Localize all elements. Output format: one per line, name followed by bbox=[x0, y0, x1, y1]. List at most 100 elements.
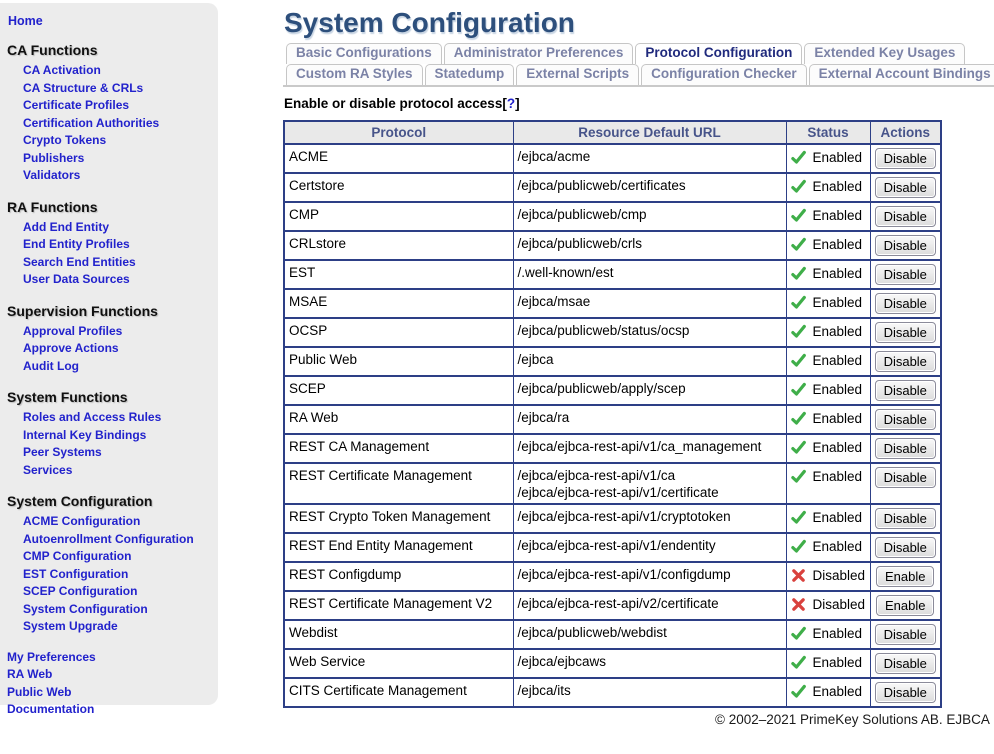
sidebar-item-ra-web[interactable]: RA Web bbox=[7, 667, 53, 681]
url-line: /ejbca/msae bbox=[517, 294, 591, 309]
status-label: Enabled bbox=[812, 266, 863, 281]
sidebar-item-crypto-tokens[interactable]: Crypto Tokens bbox=[23, 133, 107, 147]
sidebar-item-search-end-entities[interactable]: Search End Entities bbox=[23, 254, 136, 269]
sidebar-item-services[interactable]: Services bbox=[23, 462, 73, 477]
sidebar-item-ca-activation[interactable]: CA Activation bbox=[23, 63, 101, 77]
check-icon bbox=[790, 469, 806, 484]
tab-extended-key-usages[interactable]: Extended Key Usages bbox=[804, 43, 966, 64]
tab-protocol-configuration[interactable]: Protocol Configuration bbox=[635, 43, 803, 64]
sidebar: Home CA Functions CA Activation CA Structu… bbox=[0, 3, 218, 716]
disable-button-cmp[interactable]: Disable bbox=[874, 206, 936, 227]
check-icon bbox=[790, 684, 806, 699]
table-row-scep: SCEP/ejbca/publicweb/apply/scep Enabled Di… bbox=[283, 375, 942, 406]
sidebar-item-my-preferences[interactable]: My Preferences bbox=[7, 649, 96, 664]
disable-button-rest-ca-management[interactable]: Disable bbox=[874, 438, 936, 459]
sidebar-item-validators[interactable]: Validators bbox=[23, 168, 81, 182]
sidebar-item-audit-log[interactable]: Audit Log bbox=[23, 358, 79, 373]
tab-bar: Basic Configurations Administrator Prefer… bbox=[283, 43, 994, 87]
disable-button-cits-certificate-management[interactable]: Disable bbox=[874, 682, 936, 703]
status-enabled: Enabled bbox=[790, 682, 866, 700]
sidebar-item-acme-configuration[interactable]: ACME Configuration bbox=[23, 514, 141, 528]
sidebar-item-documentation[interactable]: Documentation bbox=[7, 702, 95, 716]
sidebar-item-ca-structure-crls[interactable]: CA Structure & CRLs bbox=[23, 80, 144, 95]
disable-button-rest-crypto-token-management[interactable]: Disable bbox=[874, 508, 936, 529]
sidebar-item-publishers[interactable]: Publishers bbox=[23, 150, 85, 165]
disable-button-msae[interactable]: Disable bbox=[874, 293, 936, 314]
protocol-table-body: ACME/ejbca/acme Enabled Disable Certstore/e… bbox=[283, 143, 942, 708]
tab-statedump[interactable]: Statedump bbox=[424, 64, 515, 85]
help-link[interactable]: ? bbox=[506, 96, 516, 111]
page-title: System Configuration bbox=[284, 7, 575, 38]
resource-url: /ejbca/acme bbox=[512, 143, 787, 174]
status-label: Enabled bbox=[812, 208, 863, 223]
disable-button-scep[interactable]: Disable bbox=[874, 380, 936, 401]
check-icon bbox=[790, 237, 806, 252]
sidebar-item-end-entity-profiles[interactable]: End Entity Profiles bbox=[23, 237, 130, 251]
resource-url: /ejbca/publicweb/crls bbox=[512, 230, 787, 261]
sidebar-section-supervision-functions: Supervision Functions bbox=[7, 302, 158, 319]
disable-button-acme[interactable]: Disable bbox=[874, 148, 936, 169]
sidebar-item-public-web[interactable]: Public Web bbox=[7, 684, 72, 699]
sidebar-item-est-configuration[interactable]: EST Configuration bbox=[23, 566, 129, 581]
protocol-name: RA Web bbox=[283, 404, 514, 435]
tab-custom-ra-styles[interactable]: Custom RA Styles bbox=[286, 64, 423, 85]
table-row-msae: MSAE/ejbca/msae Enabled Disable bbox=[283, 288, 942, 319]
actions-cell: Disable bbox=[869, 532, 942, 563]
sidebar-item-scep-configuration[interactable]: SCEP Configuration bbox=[23, 584, 138, 598]
table-row-rest-certificate-management-v2: REST Certificate Management V2/ejbca/ejb… bbox=[283, 590, 942, 621]
sidebar-item-peer-systems[interactable]: Peer Systems bbox=[23, 445, 102, 459]
enable-button-rest-configdump[interactable]: Enable bbox=[876, 566, 935, 587]
disable-button-rest-end-entity-management[interactable]: Disable bbox=[874, 537, 936, 558]
sidebar-item-home[interactable]: Home bbox=[8, 14, 43, 28]
sidebar-item-internal-key-bindings[interactable]: Internal Key Bindings bbox=[23, 427, 147, 442]
protocol-name: Certstore bbox=[283, 172, 514, 203]
tab-configuration-checker[interactable]: Configuration Checker bbox=[641, 64, 807, 85]
disable-button-ra-web[interactable]: Disable bbox=[874, 409, 936, 430]
status-enabled: Enabled bbox=[790, 206, 866, 224]
disable-button-webdist[interactable]: Disable bbox=[874, 624, 936, 645]
sidebar-item-cmp-configuration[interactable]: CMP Configuration bbox=[23, 549, 132, 563]
tab-external-scripts[interactable]: External Scripts bbox=[516, 64, 640, 85]
resource-url: /ejbca/publicweb/apply/scep bbox=[512, 375, 787, 406]
disable-button-est[interactable]: Disable bbox=[874, 264, 936, 285]
disable-button-rest-certificate-management[interactable]: Disable bbox=[874, 467, 936, 488]
status-cell: Enabled bbox=[785, 677, 871, 708]
sidebar-item-system-configuration[interactable]: System Configuration bbox=[23, 601, 148, 616]
status-cell: Enabled bbox=[785, 259, 871, 290]
resource-url: /ejbca/ejbca-rest-api/v1/cryptotoken bbox=[512, 503, 787, 534]
table-row-public-web: Public Web/ejbca Enabled Disable bbox=[283, 346, 942, 377]
tab-basic-configurations[interactable]: Basic Configurations bbox=[286, 43, 442, 64]
disable-button-crlstore[interactable]: Disable bbox=[874, 235, 936, 256]
check-icon bbox=[790, 179, 806, 194]
sidebar-item-roles-and-access-rules[interactable]: Roles and Access Rules bbox=[23, 410, 162, 424]
sidebar-item-autoenrollment-configuration[interactable]: Autoenrollment Configuration bbox=[23, 531, 194, 546]
url-line: /ejbca/publicweb/webdist bbox=[517, 625, 667, 640]
status-label: Enabled bbox=[812, 324, 863, 339]
sidebar-item-approve-actions[interactable]: Approve Actions bbox=[23, 341, 119, 355]
table-row-webdist: Webdist/ejbca/publicweb/webdist Enabled Di… bbox=[283, 619, 942, 650]
check-icon bbox=[790, 539, 806, 554]
url-line: /ejbca bbox=[517, 352, 554, 367]
disable-button-public-web[interactable]: Disable bbox=[874, 351, 936, 372]
tab-administrator-preferences[interactable]: Administrator Preferences bbox=[443, 43, 634, 64]
sidebar-item-system-upgrade[interactable]: System Upgrade bbox=[23, 619, 118, 633]
disable-button-certstore[interactable]: Disable bbox=[874, 177, 936, 198]
disable-button-web-service[interactable]: Disable bbox=[874, 653, 936, 674]
sidebar-item-user-data-sources[interactable]: User Data Sources bbox=[23, 272, 130, 286]
sidebar-item-certificate-profiles[interactable]: Certificate Profiles bbox=[23, 98, 130, 112]
status-label: Enabled bbox=[812, 382, 863, 397]
disable-button-ocsp[interactable]: Disable bbox=[874, 322, 936, 343]
status-label: Enabled bbox=[812, 655, 863, 670]
status-enabled: Enabled bbox=[790, 508, 866, 526]
status-disabled: Disabled bbox=[791, 566, 866, 584]
protocol-name: REST Certificate Management V2 bbox=[283, 590, 514, 621]
enable-button-rest-certificate-management-v2[interactable]: Enable bbox=[876, 595, 935, 616]
sidebar-item-approval-profiles[interactable]: Approval Profiles bbox=[23, 323, 123, 338]
url-line: /ejbca/ejbca-rest-api/v1/endentity bbox=[517, 538, 716, 553]
actions-cell: Disable bbox=[869, 648, 942, 679]
sidebar-item-add-end-entity[interactable]: Add End Entity bbox=[23, 219, 109, 234]
copyright-text: © 2002–2021 PrimeKey Solutions AB. EJBCA bbox=[715, 712, 990, 727]
status-cell: Enabled bbox=[785, 503, 871, 534]
tab-external-account-bindings[interactable]: External Account Bindings bbox=[808, 64, 994, 85]
sidebar-item-certification-authorities[interactable]: Certification Authorities bbox=[23, 115, 160, 130]
